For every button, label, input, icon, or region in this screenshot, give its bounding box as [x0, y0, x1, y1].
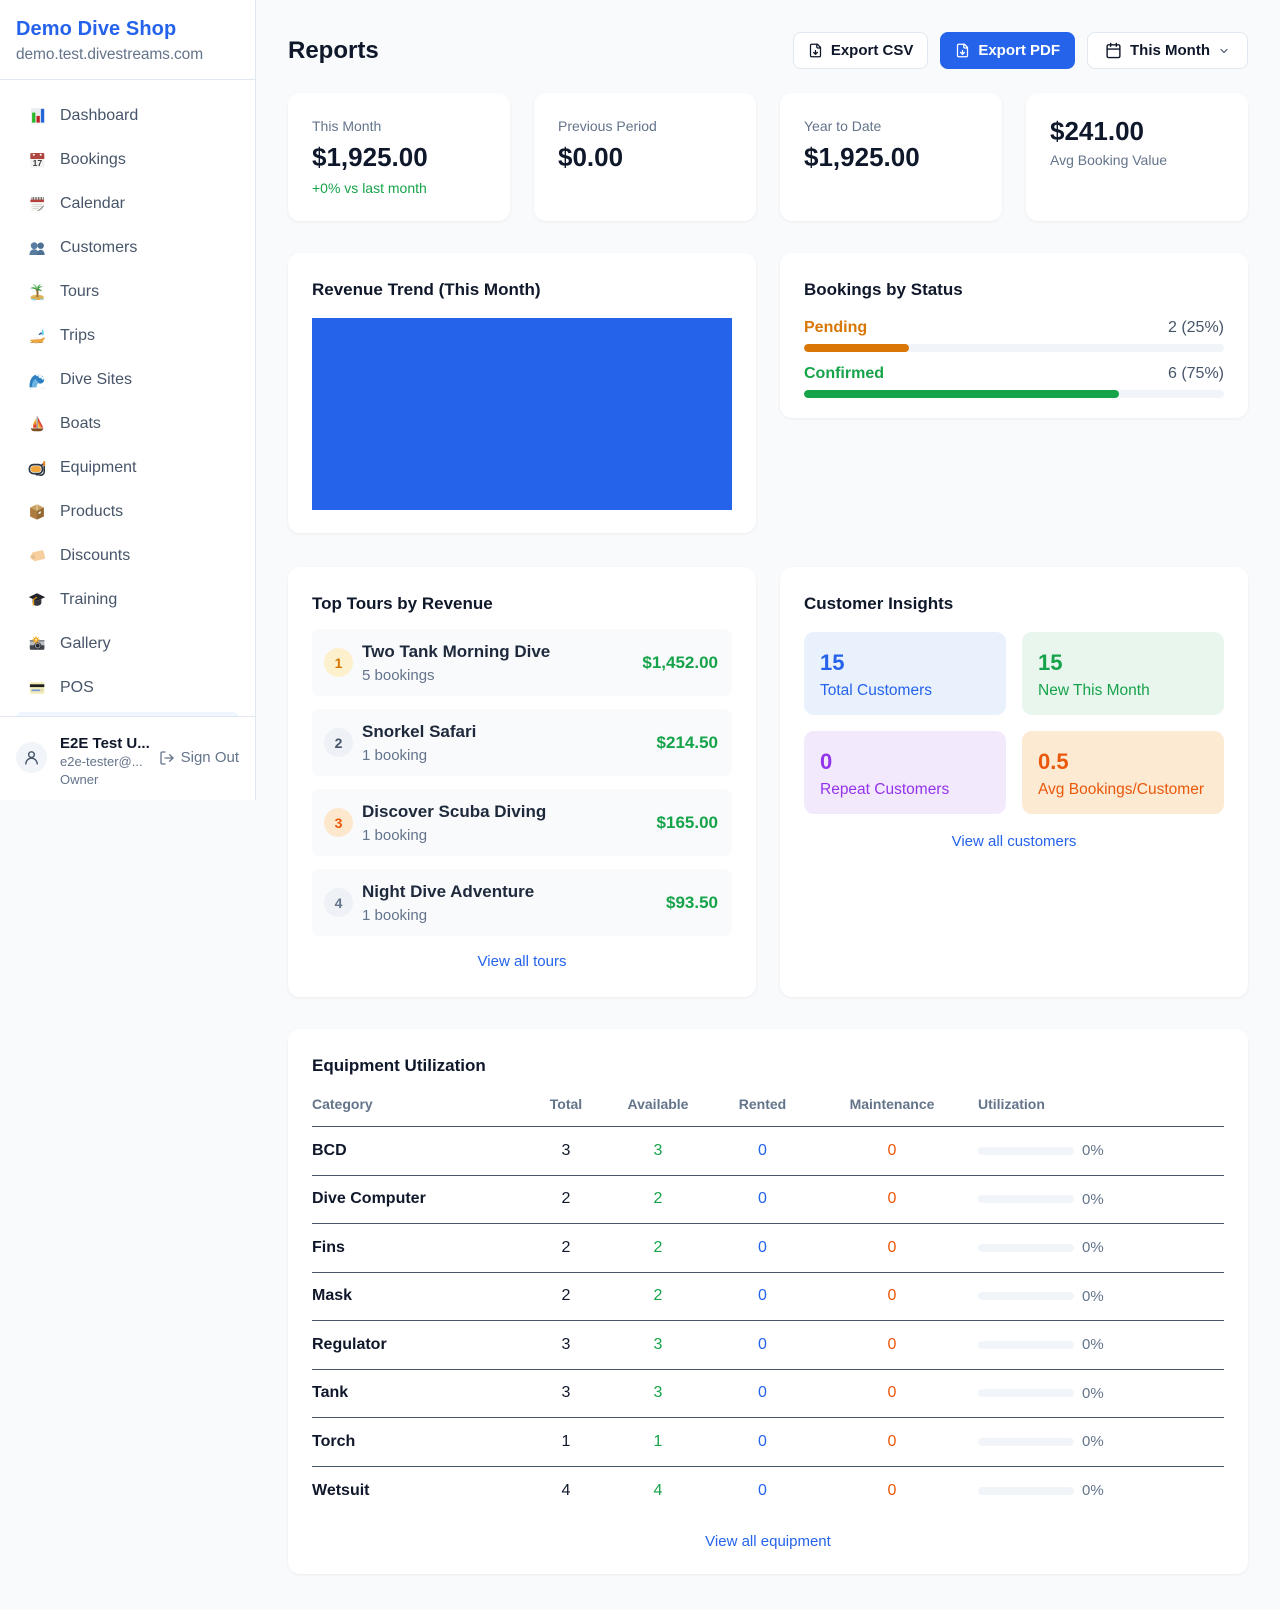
- svg-text:17: 17: [33, 158, 43, 168]
